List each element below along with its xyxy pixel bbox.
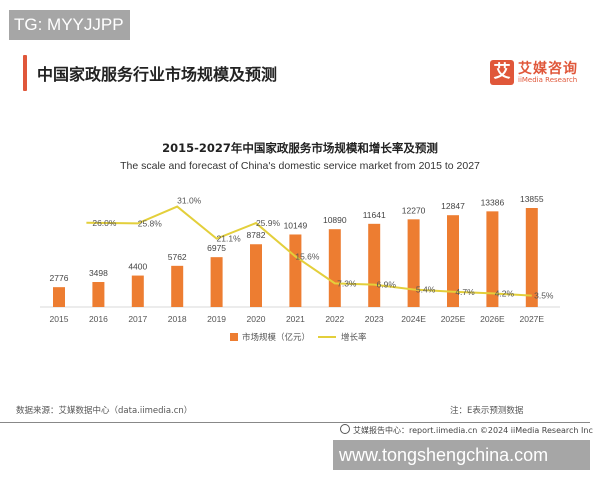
growth-rate-line xyxy=(86,205,532,297)
logo-icon: 艾 xyxy=(490,60,514,85)
bar xyxy=(250,244,262,307)
globe-icon xyxy=(340,424,350,434)
page-title: 中国家政服务行业市场规模及预测 xyxy=(37,65,278,84)
bar xyxy=(289,234,302,307)
bar-value-label: 5762 xyxy=(168,252,187,262)
bar xyxy=(368,223,381,307)
chart-subtitle: The scale and forecast of China's domest… xyxy=(120,160,480,172)
line-value-label: 5.4% xyxy=(416,285,436,295)
line-value-label: 25.9% xyxy=(256,218,281,228)
x-tick-label: 2019 xyxy=(207,314,226,324)
watermark-top: TG: MYYJJPP xyxy=(9,10,130,40)
bar xyxy=(210,257,223,307)
forecast-note: 注：E表示预测数据 xyxy=(450,406,524,416)
bar-value-label: 10149 xyxy=(284,220,308,230)
line-value-label: 21.1% xyxy=(217,234,242,244)
bar-value-label: 8782 xyxy=(247,230,266,240)
x-tick-label: 2027E xyxy=(520,314,545,324)
chart-title: 2015-2027年中国家政服务市场规模和增长率及预测 xyxy=(162,141,438,155)
bar-value-label: 3498 xyxy=(89,268,108,278)
x-tick-label: 2026E xyxy=(480,314,505,324)
bar-value-label: 12270 xyxy=(402,205,426,215)
x-tick-label: 2016 xyxy=(89,314,108,324)
bar xyxy=(171,265,184,307)
bar-value-label: 13386 xyxy=(481,197,505,207)
bar xyxy=(525,208,538,307)
x-tick-label: 2017 xyxy=(128,314,147,324)
bar-value-label: 13855 xyxy=(520,194,544,204)
logo-name-cn: 艾媒咨询 xyxy=(518,61,578,77)
x-tick-label: 2018 xyxy=(168,314,187,324)
x-tick-label: 2015 xyxy=(50,314,69,324)
x-tick-label: 2024E xyxy=(401,314,426,324)
bar xyxy=(92,282,105,307)
title-accent-bar xyxy=(23,55,27,91)
line-value-label: 3.5% xyxy=(534,291,554,301)
line-value-label: 26.0% xyxy=(92,218,117,228)
legend-bar-swatch xyxy=(230,333,238,341)
bar xyxy=(131,275,144,307)
line-value-label: 4.2% xyxy=(495,288,515,298)
report-credit: 艾媒报告中心：report.iimedia.cn ©2024 iiMedia R… xyxy=(340,424,593,436)
legend-bar-label: 市场规模（亿元） xyxy=(242,332,310,343)
report-text: 艾媒报告中心：report.iimedia.cn ©2024 iiMedia R… xyxy=(353,426,593,435)
watermark-bottom: www.tongshengchina.com xyxy=(333,440,590,470)
line-value-label: 31.0% xyxy=(177,196,202,206)
x-tick-label: 2020 xyxy=(247,314,266,324)
bar-value-label: 6975 xyxy=(207,243,226,253)
logo-name-en: iiMedia Research xyxy=(518,76,578,84)
data-source: 数据来源：艾媒数据中心（data.iimedia.cn） xyxy=(16,406,193,416)
bar xyxy=(407,219,420,307)
x-tick-label: 2023 xyxy=(365,314,384,324)
bar xyxy=(53,287,65,307)
line-value-label: 25.8% xyxy=(138,218,163,228)
bar xyxy=(447,215,459,307)
footer-divider xyxy=(0,422,590,423)
legend-line-label: 增长率 xyxy=(341,332,367,343)
bar-value-label: 12847 xyxy=(441,201,465,211)
bar-value-label: 10890 xyxy=(323,215,347,225)
line-value-label: 15.6% xyxy=(295,251,320,261)
bar xyxy=(328,229,341,307)
bar-value-label: 4400 xyxy=(128,262,147,272)
x-tick-label: 2022 xyxy=(325,314,344,324)
line-value-label: 4.7% xyxy=(455,287,475,297)
line-value-label: 7.3% xyxy=(337,278,357,288)
bar-value-label: 2776 xyxy=(50,273,69,283)
x-tick-label: 2021 xyxy=(286,314,305,324)
bar-value-label: 11641 xyxy=(363,210,386,220)
line-value-label: 6.9% xyxy=(377,280,397,290)
bar xyxy=(486,211,499,307)
x-tick-label: 2025E xyxy=(441,314,466,324)
